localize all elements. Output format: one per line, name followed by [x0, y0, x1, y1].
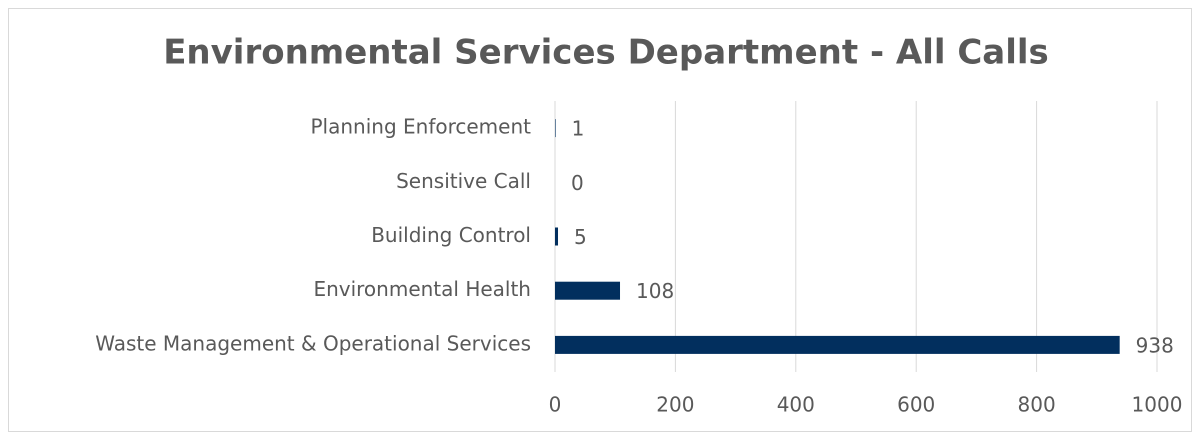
bar: [555, 281, 621, 300]
y-tick-label: Planning Enforcement: [311, 115, 532, 139]
chart-frame: [8, 8, 1192, 432]
data-label: 5: [574, 225, 587, 249]
y-tick-label: Waste Management & Operational Services: [95, 331, 531, 355]
bar: [555, 227, 559, 246]
data-label: 938: [1136, 333, 1174, 357]
x-tick-label: 600: [897, 393, 935, 417]
y-tick-label: Building Control: [371, 223, 531, 247]
bar: [555, 335, 1120, 354]
chart-title: Environmental Services Department - All …: [163, 33, 1049, 73]
x-tick-label: 800: [1018, 393, 1056, 417]
data-label: 1: [572, 117, 585, 141]
x-tick-label: 1000: [1132, 393, 1183, 417]
bar: [555, 119, 556, 138]
y-tick-label: Environmental Health: [313, 277, 531, 301]
data-label: 0: [571, 171, 584, 195]
x-tick-label: 0: [549, 393, 562, 417]
y-tick-label: Sensitive Call: [396, 169, 531, 193]
data-label: 108: [636, 279, 674, 303]
x-tick-label: 200: [656, 393, 694, 417]
x-tick-label: 400: [777, 393, 815, 417]
